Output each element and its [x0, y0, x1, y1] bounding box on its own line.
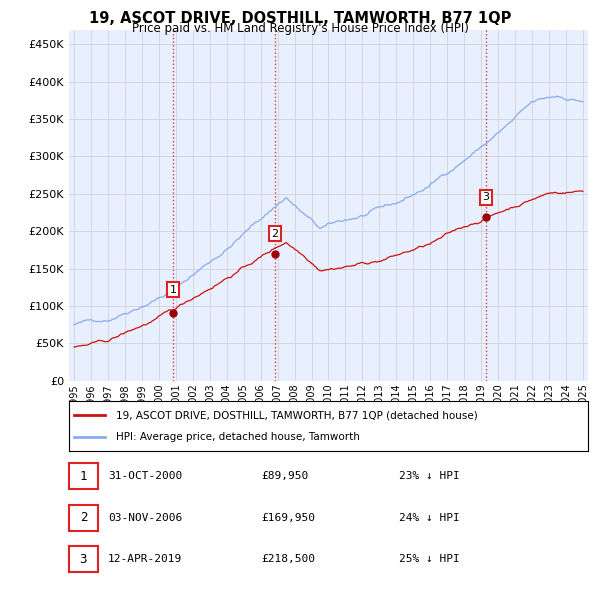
Text: £89,950: £89,950 — [261, 471, 308, 481]
Text: Price paid vs. HM Land Registry's House Price Index (HPI): Price paid vs. HM Land Registry's House … — [131, 22, 469, 35]
Text: 12-APR-2019: 12-APR-2019 — [108, 554, 182, 564]
Text: 19, ASCOT DRIVE, DOSTHILL, TAMWORTH, B77 1QP: 19, ASCOT DRIVE, DOSTHILL, TAMWORTH, B77… — [89, 11, 511, 25]
Text: 23% ↓ HPI: 23% ↓ HPI — [399, 471, 460, 481]
Text: 3: 3 — [80, 552, 87, 566]
Text: 19, ASCOT DRIVE, DOSTHILL, TAMWORTH, B77 1QP (detached house): 19, ASCOT DRIVE, DOSTHILL, TAMWORTH, B77… — [116, 410, 478, 420]
Text: 1: 1 — [169, 285, 176, 294]
Text: 25% ↓ HPI: 25% ↓ HPI — [399, 554, 460, 564]
Text: 2: 2 — [80, 511, 87, 525]
Text: 3: 3 — [482, 192, 490, 202]
Text: £169,950: £169,950 — [261, 513, 315, 523]
Text: £218,500: £218,500 — [261, 554, 315, 564]
Text: 31-OCT-2000: 31-OCT-2000 — [108, 471, 182, 481]
Text: 24% ↓ HPI: 24% ↓ HPI — [399, 513, 460, 523]
Text: 2: 2 — [271, 229, 278, 239]
Text: 03-NOV-2006: 03-NOV-2006 — [108, 513, 182, 523]
Text: 1: 1 — [80, 470, 87, 483]
Text: HPI: Average price, detached house, Tamworth: HPI: Average price, detached house, Tamw… — [116, 432, 359, 442]
